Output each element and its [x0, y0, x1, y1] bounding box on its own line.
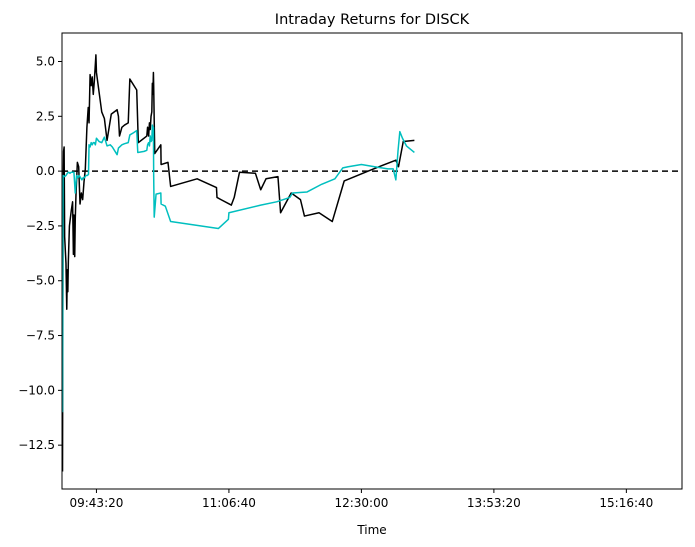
y-tick-label: 0.0: [36, 164, 55, 178]
x-tick-label: 15:16:40: [599, 496, 653, 510]
y-tick-label: −2.5: [26, 219, 55, 233]
x-tick-label: 09:43:20: [69, 496, 123, 510]
y-axis: 5.0 2.5 0.0 −2.5 −5.0 −7.5 −10.0 −12.5: [18, 55, 62, 452]
x-axis-label: Time: [356, 523, 386, 537]
plot-area: [62, 54, 682, 472]
x-tick-label: 11:06:40: [202, 496, 256, 510]
y-tick-label: −7.5: [26, 329, 55, 343]
x-tick-label: 13:53:20: [467, 496, 521, 510]
y-tick-label: 5.0: [36, 55, 55, 69]
series-line-1: [62, 54, 415, 472]
series-line-2: [62, 124, 415, 413]
x-tick-label: 12:30:00: [334, 496, 388, 510]
y-tick-label: 2.5: [36, 109, 55, 123]
chart-title: Intraday Returns for DISCK: [275, 12, 470, 28]
y-tick-label: −12.5: [18, 438, 55, 452]
y-tick-label: −5.0: [26, 274, 55, 288]
x-axis: 09:43:20 11:06:40 12:30:00 13:53:20 15:16:40: [69, 489, 653, 510]
plot-frame: [61, 32, 683, 490]
y-tick-label: −10.0: [18, 383, 55, 397]
